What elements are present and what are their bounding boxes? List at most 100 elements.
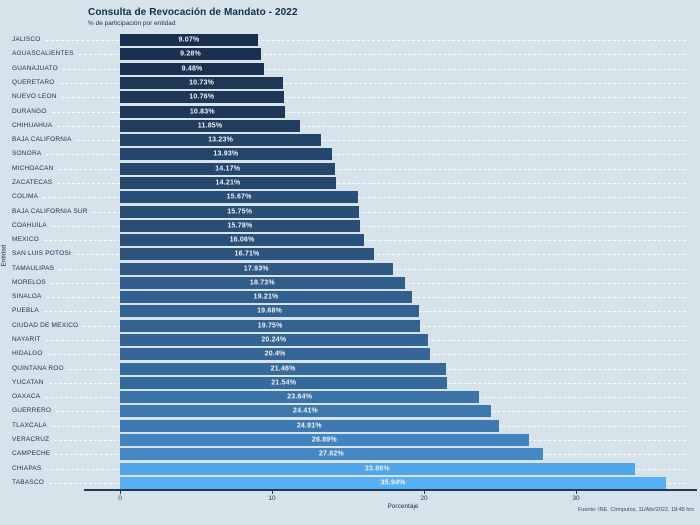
bar: 15.67%: [120, 191, 359, 204]
bar-row: MICHOACAN 14.17%: [10, 162, 686, 176]
bar-row: TLAXCALA 24.91%: [10, 419, 686, 433]
y-tick-label: YUCATAN: [12, 378, 44, 386]
bar-value-label: 16.06%: [229, 236, 255, 244]
bar: 9.28%: [120, 48, 262, 61]
bar: 10.83%: [120, 105, 285, 118]
bar-value-label: 21.54%: [271, 379, 297, 387]
y-tick-label: SONORA: [12, 150, 42, 158]
gridline: [46, 154, 686, 156]
bar-row: BAJA CALIFORNIA SUR 15.75%: [10, 204, 686, 218]
bar-row: CHIAPAS 33.86%: [10, 461, 686, 475]
bar-row: QUINTANA ROO 21.46%: [10, 361, 686, 375]
y-tick-label: MICHOACAN: [12, 164, 54, 172]
bar-value-label: 15.75%: [227, 208, 253, 216]
bar-value-label: 15.78%: [227, 222, 253, 230]
bar-row: PUEBLA 19.68%: [10, 304, 686, 318]
bar-row: JALISCO 9.07%: [10, 33, 686, 47]
bar-value-label: 24.41%: [293, 407, 318, 415]
bar-value-label: 27.82%: [318, 450, 344, 458]
y-tick-label: BAJA CALIFORNIA SUR: [12, 207, 88, 215]
x-tick-mark: [272, 491, 273, 494]
bar-value-label: 9.28%: [180, 50, 201, 58]
bar: 14.17%: [120, 162, 336, 175]
gridline: [62, 97, 686, 99]
bar: 16.71%: [120, 248, 374, 261]
x-tick-mark: [424, 491, 425, 494]
gridline: [93, 211, 686, 213]
y-tick-label: JALISCO: [12, 35, 41, 43]
y-tick-label: OAXACA: [12, 392, 41, 400]
y-tick-label: QUINTANA ROO: [12, 364, 64, 372]
bar-row: DURANGO 10.83%: [10, 104, 686, 118]
bar: 35.94%: [120, 476, 667, 489]
bar: 13.93%: [120, 148, 332, 161]
gridline: [52, 111, 686, 113]
chart-subtitle: % de participación por entidad: [88, 20, 176, 27]
bar-row: CAMPECHE 27.82%: [10, 447, 686, 461]
bar-row: NAYARIT 20.24%: [10, 333, 686, 347]
x-tick-label: 0: [118, 495, 122, 502]
gridline: [79, 54, 686, 56]
bar-row: MEXICO 16.06%: [10, 233, 686, 247]
y-axis-title: Entidad: [0, 244, 8, 267]
bar-row: TAMAULIPAS 17.93%: [10, 262, 686, 276]
chart-title: Consulta de Revocación de Mandato - 2022: [88, 7, 298, 18]
bar: 19.75%: [120, 319, 421, 332]
bar-value-label: 9.48%: [181, 65, 203, 73]
y-tick-label: CHIAPAS: [12, 464, 42, 472]
y-tick-label: AGUASCALIENTES: [12, 50, 74, 58]
bar-row: COLIMA 15.67%: [10, 190, 686, 204]
y-tick-label: MORELOS: [12, 278, 46, 286]
bar-value-label: 35.94%: [380, 479, 406, 487]
bar-value-label: 20.4%: [264, 350, 286, 358]
y-tick-label: VERACRUZ: [12, 435, 50, 443]
y-tick-label: BAJA CALIFORNIA: [12, 135, 72, 143]
y-tick-label: NAYARIT: [12, 335, 41, 343]
y-tick-label: CIUDAD DE MEXICO: [12, 321, 79, 329]
y-tick-label: ZACATECAS: [12, 178, 53, 186]
plot-area: JALISCO 9.07% AGUASCALIENTES 9.28% GUANAJUAT…: [10, 33, 686, 490]
bar: 26.89%: [120, 434, 529, 447]
bar-value-label: 11.85%: [197, 122, 223, 130]
bar: 24.91%: [120, 419, 499, 432]
bar: 17.93%: [120, 262, 393, 275]
bar-value-label: 19.75%: [257, 322, 283, 330]
bar-row: TABASCO 35.94%: [10, 476, 686, 490]
bar-value-label: 14.17%: [215, 165, 241, 173]
y-tick-label: DURANGO: [12, 107, 47, 115]
y-tick-label: COLIMA: [12, 192, 39, 200]
x-axis-title: Porcentaje: [387, 503, 419, 510]
bar-row: SAN LUIS POTOSI 16.71%: [10, 247, 686, 261]
x-tick-label: 30: [572, 495, 580, 502]
bar-row: AGUASCALIENTES 9.28%: [10, 47, 686, 61]
y-tick-label: SAN LUIS POTOSI: [12, 250, 71, 258]
y-tick-label: TABASCO: [12, 478, 44, 486]
y-tick-label: CAMPECHE: [12, 450, 51, 458]
bar: 24.41%: [120, 405, 492, 418]
bar-row: YUCATAN 21.54%: [10, 376, 686, 390]
bar-value-label: 13.93%: [213, 150, 239, 158]
bar: 19.68%: [120, 305, 420, 318]
gridline: [60, 82, 686, 84]
gridline: [76, 254, 686, 256]
bar-value-label: 23.64%: [287, 393, 313, 401]
bar: 15.75%: [120, 205, 360, 218]
bar: 9.07%: [120, 34, 258, 47]
gridline: [77, 140, 686, 142]
gridline: [52, 225, 686, 227]
bar-value-label: 16.71%: [234, 250, 260, 258]
bar-row: VERACRUZ 26.89%: [10, 433, 686, 447]
bar-row: SINALOA 19.21%: [10, 290, 686, 304]
bar: 16.06%: [120, 234, 365, 247]
bar-value-label: 33.86%: [364, 465, 390, 473]
x-axis-line: [84, 489, 697, 491]
bar: 19.21%: [120, 291, 412, 304]
bar-row: CIUDAD DE MEXICO 19.75%: [10, 319, 686, 333]
bar-value-label: 13.23%: [208, 136, 234, 144]
bar-row: NUEVO LEON 10.76%: [10, 90, 686, 104]
bar-value-label: 24.91%: [296, 422, 322, 430]
bar-row: HIDALGO 20.4%: [10, 347, 686, 361]
y-tick-label: GUERRERO: [12, 407, 52, 415]
bar-value-label: 10.83%: [189, 108, 215, 116]
